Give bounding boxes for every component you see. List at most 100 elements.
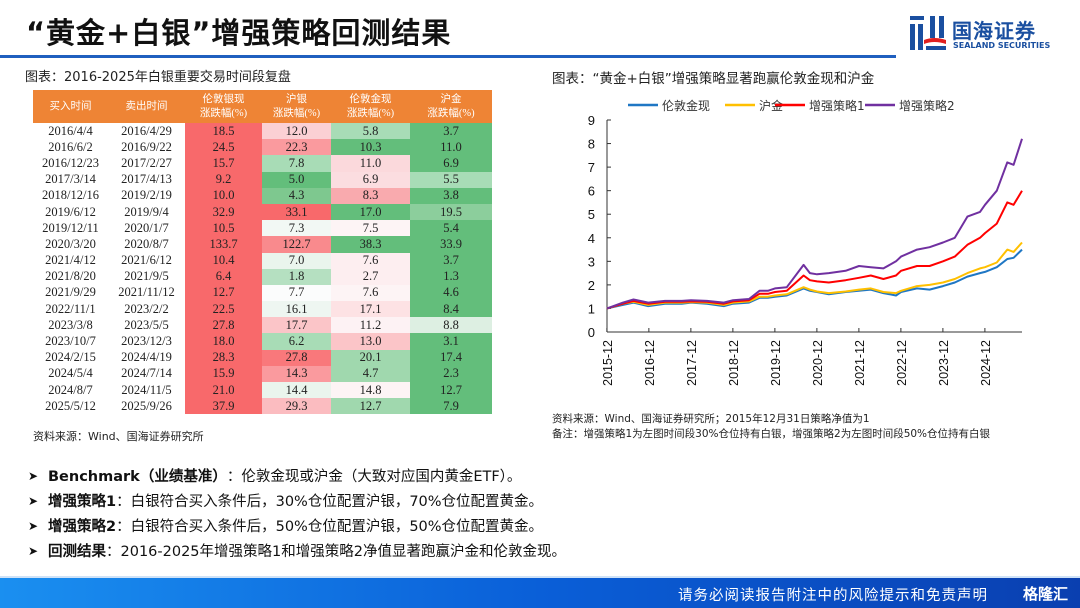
london-gold-cell: 6.9 bbox=[331, 171, 410, 188]
london-gold-cell: 2.7 bbox=[331, 268, 410, 285]
column-header: 伦敦金现 涨跌幅(%) bbox=[331, 90, 410, 123]
london-silver-cell: 28.3 bbox=[185, 349, 262, 366]
sh-gold-cell: 19.5 bbox=[410, 203, 492, 221]
sh-silver-cell: 5.0 bbox=[262, 171, 331, 188]
bullet-key: Benchmark（业绩基准） bbox=[48, 469, 227, 485]
sell-date-cell: 2020/8/7 bbox=[124, 236, 169, 251]
sh-silver-cell: 1.8 bbox=[262, 268, 331, 285]
arrow-bullet-icon: ➤ bbox=[28, 543, 39, 558]
x-tick-label: 2018-12 bbox=[727, 340, 741, 386]
net-value-line-chart: 0 1 2 3 4 5 6 7 8 9 2015-12 2016-12 2017-12 2018-12 20… bbox=[588, 98, 1023, 386]
sell-date-cell: 2023/12/3 bbox=[121, 334, 172, 349]
sell-date-cell: 2017/2/27 bbox=[121, 155, 172, 170]
x-tick-label: 2017-12 bbox=[685, 340, 699, 386]
chart-caption: 图表：“黄金+白银”增强策略显著跑赢伦敦金现和沪金 bbox=[552, 71, 875, 87]
sh-gold-cell: 33.9 bbox=[410, 236, 492, 253]
y-tick-label: 3 bbox=[588, 254, 595, 269]
sh-gold-cell: 12.7 bbox=[410, 382, 492, 399]
table-row: 2021/4/12 2021/6/12 10.4 7.0 7.6 3.7 bbox=[33, 252, 492, 269]
series-line-1 bbox=[606, 248, 1023, 310]
sh-silver-cell: 6.2 bbox=[262, 333, 331, 350]
london-gold-cell: 11.2 bbox=[331, 317, 410, 334]
london-silver-cell: 21.0 bbox=[185, 382, 262, 399]
bullet-item: ➤ 增强策略1 ：白银符合买入条件后，30%仓位配置沪银，70%仓位配置黄金。 bbox=[28, 488, 566, 513]
sell-date-cell: 2019/2/19 bbox=[121, 188, 172, 203]
watermark: 格隆汇 bbox=[1022, 585, 1068, 603]
column-header-line1: 沪银 bbox=[286, 93, 307, 105]
buy-date-cell: 2016/12/23 bbox=[42, 155, 99, 170]
arrow-bullet-icon: ➤ bbox=[28, 468, 39, 483]
sh-silver-cell: 12.0 bbox=[262, 123, 331, 140]
column-header-line1: 伦敦银现 bbox=[202, 93, 245, 105]
y-tick-label: 5 bbox=[588, 207, 595, 222]
sell-date-cell: 2024/11/5 bbox=[121, 382, 172, 397]
london-gold-cell: 5.8 bbox=[331, 123, 410, 140]
sh-gold-cell: 5.5 bbox=[410, 171, 492, 188]
sh-silver-cell: 22.3 bbox=[262, 139, 331, 156]
sh-gold-cell: 8.8 bbox=[410, 317, 492, 334]
column-header-line2: 涨跌幅(%) bbox=[346, 107, 395, 119]
london-gold-cell: 11.0 bbox=[331, 155, 410, 172]
bullet-item: ➤ 增强策略2 ：白银符合买入条件后，50%仓位配置沪银，50%仓位配置黄金。 bbox=[28, 513, 566, 538]
column-header: 沪银 涨跌幅(%) bbox=[262, 90, 331, 123]
sell-date-cell: 2024/4/19 bbox=[121, 350, 172, 365]
bullet-key: 回测结果 bbox=[48, 544, 106, 560]
sh-gold-cell: 11.0 bbox=[410, 139, 492, 156]
sh-silver-cell: 16.1 bbox=[262, 301, 331, 318]
sh-gold-cell: 8.4 bbox=[410, 301, 492, 318]
london-silver-cell: 24.5 bbox=[185, 139, 262, 156]
y-tick-label: 4 bbox=[588, 231, 595, 246]
london-gold-cell: 17.0 bbox=[331, 203, 410, 221]
x-tick-label: 2023-12 bbox=[937, 340, 951, 386]
buy-date-cell: 2016/6/2 bbox=[48, 139, 93, 154]
buy-date-cell: 2019/6/12 bbox=[45, 204, 96, 219]
table-caption: 图表：2016-2025年白银重要交易时间段复盘 bbox=[25, 70, 291, 85]
london-gold-cell: 8.3 bbox=[331, 187, 410, 204]
table-row: 2019/6/12 2019/9/4 32.9 33.1 17.0 19.5 bbox=[33, 203, 492, 221]
london-gold-cell: 7.6 bbox=[331, 284, 410, 302]
x-tick-label: 2016-12 bbox=[643, 340, 657, 386]
logo-text-cn: 国海证券 bbox=[952, 19, 1036, 43]
chart-source: 资料来源：Wind、国海证券研究所；2015年12月31日策略净值为1 bbox=[552, 413, 870, 425]
buy-date-cell: 2021/9/29 bbox=[45, 285, 96, 300]
sh-gold-cell: 5.4 bbox=[410, 220, 492, 237]
buy-date-cell: 2021/4/12 bbox=[45, 253, 96, 268]
sell-date-cell: 2021/6/12 bbox=[121, 253, 172, 268]
bullet-list: ➤ Benchmark（业绩基准） ：伦敦金现或沪金（大致对应国内黄金ETF）。… bbox=[28, 463, 566, 563]
buy-date-cell: 2019/12/11 bbox=[42, 220, 99, 235]
sell-date-cell: 2023/5/5 bbox=[124, 317, 169, 332]
legend-label: 增强策略1 bbox=[809, 98, 865, 113]
table-row: 2025/5/12 2025/9/26 37.9 29.3 12.7 7.9 bbox=[33, 398, 492, 415]
sell-date-cell: 2016/4/29 bbox=[121, 123, 172, 138]
sell-date-cell: 2021/9/5 bbox=[124, 269, 169, 284]
buy-date-cell: 2024/5/4 bbox=[48, 366, 93, 381]
x-tick-label: 2015-12 bbox=[601, 340, 615, 386]
table-row: 2018/12/16 2019/2/19 10.0 4.3 8.3 3.8 bbox=[33, 187, 492, 204]
column-header: 伦敦银现 涨跌幅(%) bbox=[185, 90, 262, 123]
page-title: “黄金+白银”增强策略回测结果 bbox=[26, 16, 452, 50]
x-tick-label: 2020-12 bbox=[811, 340, 825, 386]
table-row: 2019/12/11 2020/1/7 10.5 7.3 7.5 5.4 bbox=[33, 220, 492, 237]
y-tick-label: 1 bbox=[588, 301, 595, 316]
sh-silver-cell: 33.1 bbox=[262, 203, 331, 221]
column-header-line2: 涨跌幅(%) bbox=[427, 107, 475, 119]
footer-disclaimer: 请务必阅读报告附注中的风险提示和免责声明 bbox=[678, 588, 988, 604]
y-tick-label: 0 bbox=[588, 325, 595, 340]
buy-date-cell: 2018/12/16 bbox=[42, 188, 99, 203]
buy-date-cell: 2021/8/20 bbox=[45, 269, 96, 284]
column-header-line1: 买入时间 bbox=[49, 100, 92, 112]
table-row: 2023/10/7 2023/12/3 18.0 6.2 13.0 3.1 bbox=[33, 333, 492, 350]
sell-date-cell: 2024/7/14 bbox=[121, 366, 172, 381]
sh-gold-cell: 7.9 bbox=[410, 398, 492, 415]
x-tick-label: 2022-12 bbox=[895, 340, 909, 386]
sh-gold-cell: 3.7 bbox=[410, 252, 492, 269]
london-gold-cell: 38.3 bbox=[331, 236, 410, 253]
sh-silver-cell: 14.4 bbox=[262, 382, 331, 399]
buy-date-cell: 2025/5/12 bbox=[45, 398, 96, 413]
chart-note: 备注：增强策略1为左图时间段30%仓位持有白银，增强策略2为左图时间段50%仓位… bbox=[552, 428, 991, 440]
column-header-line1: 沪金 bbox=[440, 93, 462, 105]
sh-gold-cell: 4.6 bbox=[410, 284, 492, 302]
sh-silver-cell: 122.7 bbox=[262, 236, 331, 253]
london-silver-cell: 10.5 bbox=[185, 220, 262, 237]
london-silver-cell: 22.5 bbox=[185, 301, 262, 318]
